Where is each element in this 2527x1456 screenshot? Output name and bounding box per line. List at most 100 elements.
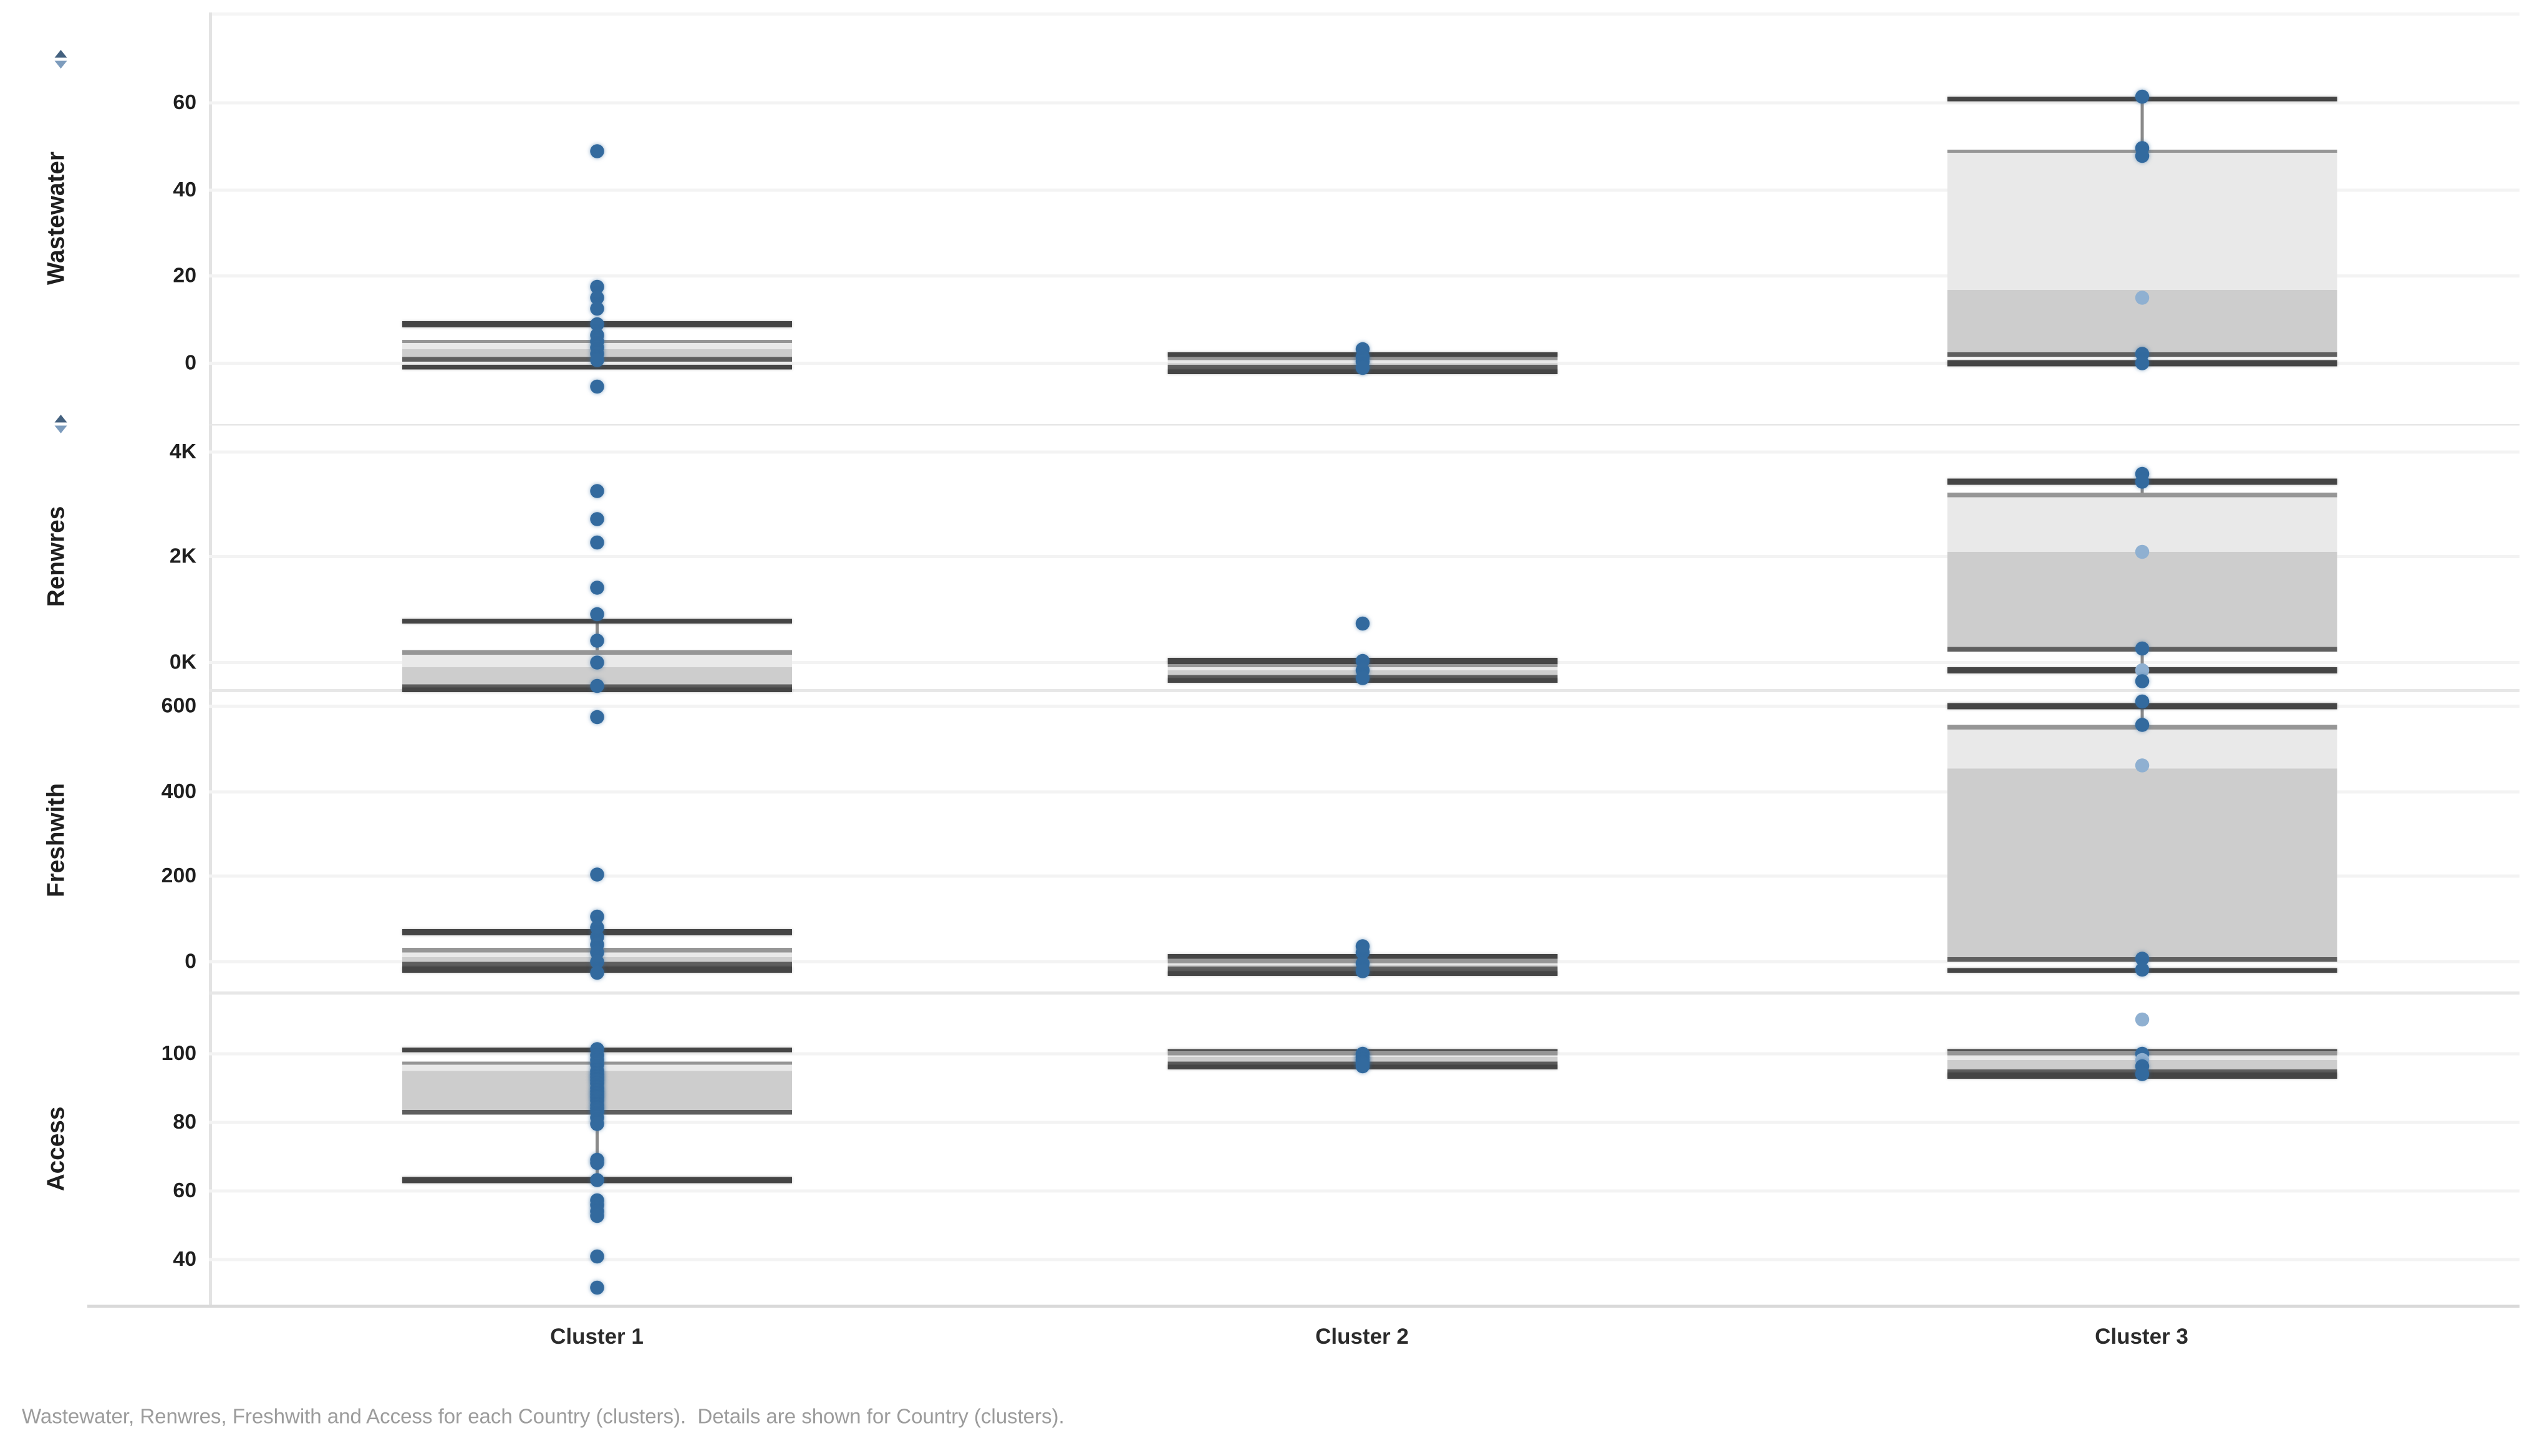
measure-label-access[interactable]: Access [44,1106,70,1191]
y-gridline [209,102,2520,105]
measure-label-freshwith[interactable]: Freshwith [44,783,70,898]
data-point[interactable] [589,607,604,622]
data-point[interactable] [589,483,604,498]
y-gridline [209,789,2520,793]
data-point[interactable] [589,301,604,316]
data-point[interactable] [1355,360,1370,374]
sort-down-arrow-icon [54,60,67,68]
data-point[interactable] [589,1208,604,1223]
row-separator [209,423,2520,426]
x-axis-line [87,1304,2520,1308]
sort-up-arrow-icon [54,50,67,58]
data-point[interactable] [2134,1066,2149,1081]
data-point[interactable] [2134,695,2149,709]
data-point[interactable] [589,511,604,526]
y-tick-label: 100 [161,1040,196,1064]
data-point[interactable] [589,1155,604,1170]
data-point[interactable] [589,280,604,294]
data-point[interactable] [2134,663,2149,677]
measure-label-wastewater[interactable]: Wastewater [44,151,70,285]
data-point[interactable] [589,1172,604,1187]
x-axis-label-cluster-2[interactable]: Cluster 2 [1315,1323,1409,1349]
data-point[interactable] [2134,952,2149,966]
data-point[interactable] [589,710,604,724]
data-point[interactable] [589,143,604,158]
y-tick-label: 80 [173,1109,196,1133]
data-point[interactable] [1355,946,1370,960]
data-point[interactable] [589,910,604,924]
y-gridline [209,874,2520,878]
q3-line[interactable] [402,650,792,654]
data-point[interactable] [1355,617,1370,632]
data-point[interactable] [589,317,604,331]
box-iqr-lower[interactable] [1946,768,2337,959]
data-point[interactable] [2134,89,2149,104]
data-point[interactable] [589,354,604,368]
whisker-connector [2140,706,2143,728]
data-point[interactable] [2134,718,2149,733]
y-gridline [209,1257,2520,1261]
q3-line[interactable] [1946,493,2337,497]
box-iqr-upper[interactable] [1946,494,2337,552]
sort-icon[interactable] [53,415,69,433]
data-point[interactable] [2134,758,2149,773]
data-point[interactable] [1355,963,1370,978]
y-gridline [209,274,2520,278]
data-point[interactable] [1355,670,1370,685]
data-point[interactable] [589,1250,604,1265]
whisker-connector [2140,99,2143,151]
y-tick-label: 60 [173,90,196,115]
y-tick-label: 2K [169,544,196,568]
chart-top-border [209,12,2520,15]
data-point[interactable] [2134,1011,2149,1026]
data-point[interactable] [589,655,604,670]
y-gridline [209,450,2520,453]
caption-text: Wastewater, Renwres, Freshwith and Acces… [22,1404,1065,1429]
y-gridline [209,704,2520,708]
y-tick-label: 400 [161,778,196,803]
data-point[interactable] [589,678,604,693]
y-gridline [209,1188,2520,1192]
data-point[interactable] [2134,674,2149,689]
data-point[interactable] [589,867,604,882]
y-tick-label: 20 [173,264,196,287]
y-tick-label: 60 [173,1177,196,1202]
measure-label-renwres[interactable]: Renwres [44,506,70,607]
data-point[interactable] [1355,1059,1370,1074]
y-gridline [209,188,2520,191]
sort-icon[interactable] [53,50,69,68]
data-point[interactable] [589,534,604,549]
box-iqr-upper[interactable] [1946,150,2337,289]
data-point[interactable] [589,634,604,648]
y-tick-label: 40 [173,177,196,201]
data-point[interactable] [2134,475,2149,489]
data-point[interactable] [589,954,604,969]
data-point[interactable] [2134,291,2149,305]
data-point[interactable] [589,965,604,980]
y-gridline [209,1120,2520,1124]
box-iqr-lower[interactable] [1946,551,2337,649]
x-axis-label-cluster-1[interactable]: Cluster 1 [550,1323,644,1349]
whisker-connector [595,1111,599,1180]
data-point[interactable] [2134,355,2149,370]
data-point[interactable] [2134,148,2149,163]
data-point[interactable] [2134,642,2149,656]
y-tick-label: 0 [185,350,196,374]
x-axis-label-cluster-3[interactable]: Cluster 3 [2095,1323,2188,1349]
y-axis-line [209,12,211,1305]
data-point[interactable] [589,1281,604,1295]
y-tick-label: 0 [185,949,196,973]
y-tick-label: 0K [169,649,196,673]
data-point[interactable] [589,1116,604,1131]
row-separator [209,689,2520,692]
data-point[interactable] [589,379,604,394]
sort-down-arrow-icon [54,425,67,433]
y-tick-label: 600 [161,693,196,717]
data-point[interactable] [2134,963,2149,977]
data-point[interactable] [2134,544,2149,559]
data-point[interactable] [589,581,604,595]
sort-up-arrow-icon [54,415,67,423]
row-separator [209,991,2520,994]
data-point[interactable] [589,291,604,305]
